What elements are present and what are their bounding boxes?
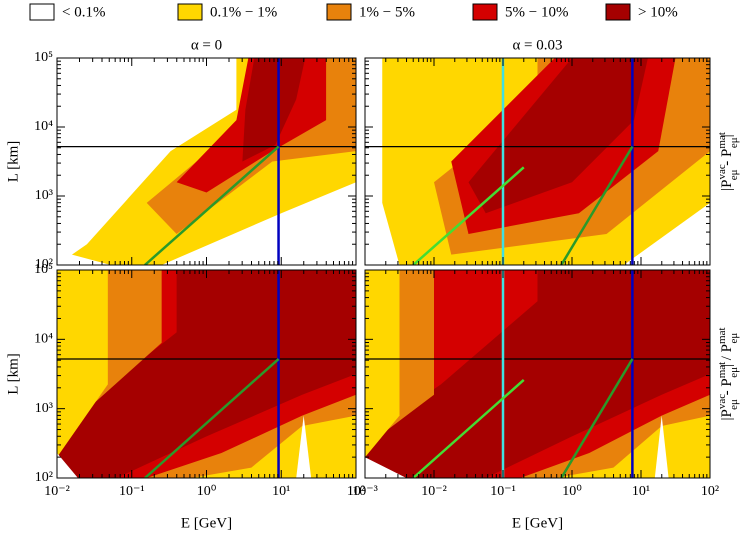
legend-swatch (177, 3, 203, 21)
contour-region (296, 415, 312, 478)
side-label-part: eμ (728, 333, 740, 344)
side-label-part: - (719, 387, 735, 400)
contour-region (365, 457, 407, 478)
side-label-part: eμ (728, 367, 740, 378)
contour-region (242, 58, 306, 162)
x-tick-label: 10⁻³ (352, 484, 378, 499)
ref-line (560, 358, 634, 478)
ref-line (144, 358, 280, 478)
side-label-part: mat (716, 132, 728, 149)
contour-region (57, 270, 108, 458)
side-label-part: | (719, 134, 735, 137)
y-tick-label: 10⁴ (34, 119, 53, 134)
legend-label: < 0.1% (62, 4, 105, 20)
legend-label: 1% − 5% (359, 4, 415, 20)
x-tick-label: 10⁰ (562, 484, 582, 499)
side-label-part: - (719, 157, 735, 170)
contour-region (57, 453, 78, 478)
y-tick-label: 10² (35, 257, 53, 272)
side-label-part: P (719, 378, 735, 386)
side-label-part: | (719, 418, 735, 421)
side-label-part: mat (716, 327, 728, 344)
legend-label: 5% − 10% (505, 4, 568, 20)
x-tick-label: 10² (701, 484, 719, 499)
y-axis-label: L [km] (5, 353, 21, 395)
panel (365, 270, 710, 478)
panel (365, 58, 710, 265)
contour-region (191, 415, 356, 478)
legend-swatch (605, 3, 631, 21)
y-tick-label: 10⁵ (34, 50, 53, 65)
x-axis-label: E [GeV] (512, 515, 563, 531)
side-label-part: vac (716, 394, 728, 409)
side-label-part: mat (716, 362, 728, 379)
x-tick-label: 10⁻² (421, 484, 447, 499)
contour-region (468, 58, 648, 214)
side-label-part: eμ (728, 137, 740, 148)
side-label-part: P (719, 149, 735, 157)
x-tick-label: 10⁻¹ (490, 484, 516, 499)
ref-line (144, 145, 280, 265)
y-tick-label: 10⁴ (34, 332, 53, 347)
x-tick-label: 10⁻² (44, 484, 70, 499)
contour-region (654, 415, 669, 478)
panel (57, 270, 356, 478)
ref-line (412, 166, 525, 265)
x-tick-label: 10⁰ (197, 484, 217, 499)
y-tick-label: 10³ (35, 188, 53, 203)
panel-frame (364, 57, 711, 266)
x-axis-label: E [GeV] (181, 515, 232, 531)
legend-swatch (326, 3, 352, 21)
ref-line (560, 145, 634, 265)
y-axis-label: L [km] (5, 141, 21, 183)
x-tick-label: 10¹ (272, 484, 290, 499)
panel-title: α = 0.03 (512, 37, 562, 53)
side-label: |Pvaceμ - Pmateμ| (716, 132, 740, 191)
side-label-part: | (719, 188, 735, 191)
panel-frame (364, 269, 711, 479)
side-label-part: P (719, 180, 735, 188)
side-label-part: | / (719, 352, 735, 367)
contour-region (554, 415, 710, 478)
y-tick-label: 10² (35, 470, 53, 485)
x-tick-label: 10⁻¹ (119, 484, 145, 499)
panel-title: α = 0 (191, 37, 222, 53)
legend-swatch (472, 3, 498, 21)
x-tick-label: 10² (347, 484, 365, 499)
side-label-part: P (719, 344, 735, 352)
side-label-part: eμ (728, 399, 740, 410)
legend-label: > 10% (638, 4, 678, 20)
side-label: |Pvaceμ - Pmateμ| / Pmateμ (716, 327, 740, 420)
ref-line (412, 378, 525, 478)
side-label-part: P (719, 409, 735, 417)
x-tick-label: 10¹ (632, 484, 650, 499)
side-label-part: eμ (728, 169, 740, 180)
legend-swatch (29, 3, 55, 21)
legend-label: 0.1% − 1% (210, 4, 277, 20)
y-tick-label: 10⁵ (34, 262, 53, 277)
contour-region (365, 270, 400, 458)
y-tick-label: 10³ (35, 401, 53, 416)
panel (57, 58, 356, 265)
side-label-part: vac (716, 164, 728, 179)
